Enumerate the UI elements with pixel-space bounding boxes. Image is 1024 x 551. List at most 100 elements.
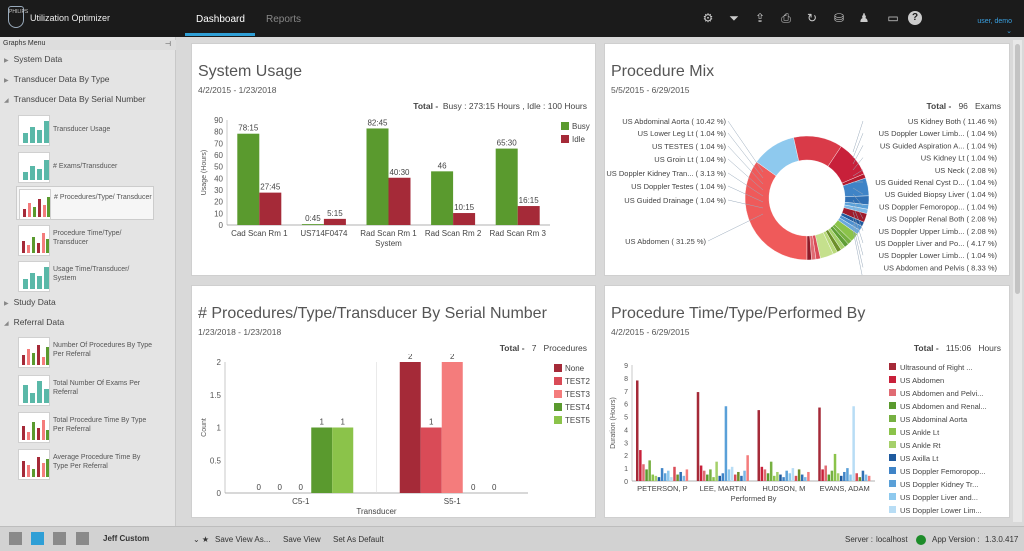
set-as-default-button[interactable]: Set As Default (333, 535, 384, 544)
bar (861, 470, 865, 481)
bar (636, 380, 639, 481)
bar (639, 450, 642, 481)
pie-label: US Guided Aspiration A... ( 1.04 %) (880, 141, 998, 150)
bar (724, 406, 728, 481)
graph-item-referral-exams[interactable]: Total Number Of Exams Per Referral (16, 373, 154, 407)
y-tick-label: 9 (624, 363, 628, 370)
procedures-by-serial-panel: # Procedures/Type/Transducer By Serial N… (191, 285, 596, 518)
expand-arrow-icon[interactable]: ▶ (4, 78, 9, 84)
legend-label: US Doppler Femoropop... (900, 467, 985, 476)
legend-swatch (889, 506, 896, 513)
graph-item-usage-time[interactable]: Usage Time/Transducer/ System (16, 259, 154, 293)
system-usage-panel: System Usage 4/2/2015 - 1/23/2018 Total … (191, 43, 596, 276)
graph-item-exams-transducer[interactable]: # Exams/Transducer (16, 150, 154, 184)
legend-label: US Abdomen and Renal... (900, 402, 987, 411)
graph-item-referral-procedures[interactable]: Number Of Procedures By Type Per Referra… (16, 335, 154, 369)
y-tick-label: 8 (624, 376, 628, 383)
expand-arrow-icon[interactable]: ▶ (4, 58, 9, 64)
graph-item-procedures-type-transducer[interactable]: # Procedures/Type/ Transducer (16, 186, 154, 220)
pie-label: US Doppler Lower Limb... ( 1.04 %) (879, 251, 998, 260)
save-view-button[interactable]: Save View (283, 535, 321, 544)
bar (766, 473, 770, 481)
pie-label: US Doppler Liver and Po... ( 4.17 %) (875, 239, 997, 248)
y-axis-title: Duration (Hours) (610, 397, 617, 449)
bar (807, 471, 810, 481)
collapse-arrow-icon[interactable]: ◢ (4, 98, 9, 104)
sidebar-category-referral-data[interactable]: ◢ Referral Data (4, 317, 64, 327)
graph-item-procedure-time-type[interactable]: Procedure Time/Type/ Transducer (16, 223, 154, 257)
export-icon[interactable]: ⇪ (754, 11, 766, 25)
leader-line (727, 145, 764, 185)
grouped-bar-thumbnail-icon (18, 225, 50, 256)
total-value: Busy : 273:15 Hours , Idle : 100 Hours (442, 101, 587, 111)
layout-grid-icon[interactable] (9, 532, 22, 545)
bar (709, 469, 712, 481)
layout-single-icon[interactable] (76, 532, 89, 545)
sidebar-title: Graphs Menu (3, 40, 46, 47)
legend-label: None (565, 364, 585, 373)
main-scrollbar-thumb[interactable] (1015, 44, 1020, 294)
user-chevron-down-icon[interactable]: ⌄ (1006, 28, 1012, 35)
user-menu[interactable]: user, demo (977, 18, 1012, 25)
grouped-bar-thumbnail-icon (18, 412, 50, 443)
print-icon[interactable]: ⎙ (781, 11, 791, 25)
data-label: 0 (492, 483, 497, 492)
bar (746, 455, 749, 481)
add-database-icon[interactable]: ⛁ (833, 11, 845, 25)
graph-item-referral-time[interactable]: Total Procedure Time By Type Per Referra… (16, 410, 154, 444)
leader-line (852, 169, 864, 177)
y-axis-title: Usage (Hours) (201, 150, 208, 196)
layout-quad-icon[interactable] (31, 532, 44, 545)
y-tick-label: 1 (217, 424, 222, 433)
bar-chart-thumbnail-icon (18, 375, 50, 406)
layout-columns-icon[interactable] (53, 532, 66, 545)
x-axis-title: Transducer (356, 507, 397, 516)
filter-icon[interactable]: ⏷ (729, 11, 739, 25)
bar (779, 474, 782, 481)
save-view-as-button[interactable]: Save View As... (215, 535, 271, 544)
pie-label: US Doppler Kidney Tran... ( 3.13 %) (606, 169, 726, 178)
bar (852, 406, 855, 481)
bar (657, 477, 661, 481)
leader-line (727, 172, 764, 197)
monitor-icon[interactable]: ▭ (887, 11, 899, 25)
bar (660, 468, 664, 481)
y-tick-label: 60 (214, 151, 223, 160)
version-label: App Version : (932, 535, 980, 544)
pin-icon[interactable]: ⊣ (164, 41, 171, 48)
bar (782, 477, 785, 481)
graph-item-transducer-usage[interactable]: Transducer Usage (16, 113, 154, 147)
graph-item-referral-avg-time[interactable]: Average Procedure Time By Type Per Refer… (16, 447, 154, 481)
pie-label: US TESTES ( 1.04 %) (652, 142, 727, 151)
bar (706, 474, 709, 481)
bar-idle (453, 213, 476, 225)
bar-chart-thumbnail-icon (18, 115, 50, 146)
tab-dashboard[interactable]: Dashboard (196, 14, 245, 25)
sidebar-category-study-data[interactable]: ▶ Study Data (4, 297, 56, 307)
collapse-arrow-icon[interactable]: ◢ (4, 321, 9, 327)
expand-arrow-icon[interactable]: ▶ (4, 301, 9, 307)
bar-idle (517, 206, 540, 225)
bar (797, 469, 801, 481)
sidebar-category-transducer-type[interactable]: ▶ Transducer Data By Type (4, 74, 110, 84)
chevron-down-icon[interactable]: ⌄ ★ (193, 535, 210, 544)
bar (830, 470, 834, 481)
y-tick-label: 3 (624, 440, 628, 447)
data-label: 40:30 (389, 168, 410, 177)
x-axis-title: System (375, 239, 402, 248)
system-usage-chart: 0 10 20 30 40 50 60 70 80 90 Usage (Hours) 78:15 27:… (201, 116, 590, 248)
refresh-icon[interactable]: ↻ (806, 11, 818, 25)
settings-gear-icon[interactable]: ⚙ (702, 11, 714, 25)
leader-line (852, 229, 863, 275)
legend-swatch (561, 122, 569, 130)
bar (864, 474, 868, 481)
legend-swatch (554, 390, 562, 398)
users-icon[interactable]: ♟ (858, 11, 870, 25)
bar (843, 471, 846, 481)
help-icon[interactable]: ? (908, 11, 922, 25)
legend-label: US Ankle Lt (900, 428, 940, 437)
sidebar-category-transducer-serial[interactable]: ◢ Transducer Data By Serial Number (4, 94, 146, 104)
y-tick-label: 2 (217, 358, 222, 367)
sidebar-category-system-data[interactable]: ▶ System Data (4, 54, 62, 64)
tab-reports[interactable]: Reports (266, 14, 302, 25)
